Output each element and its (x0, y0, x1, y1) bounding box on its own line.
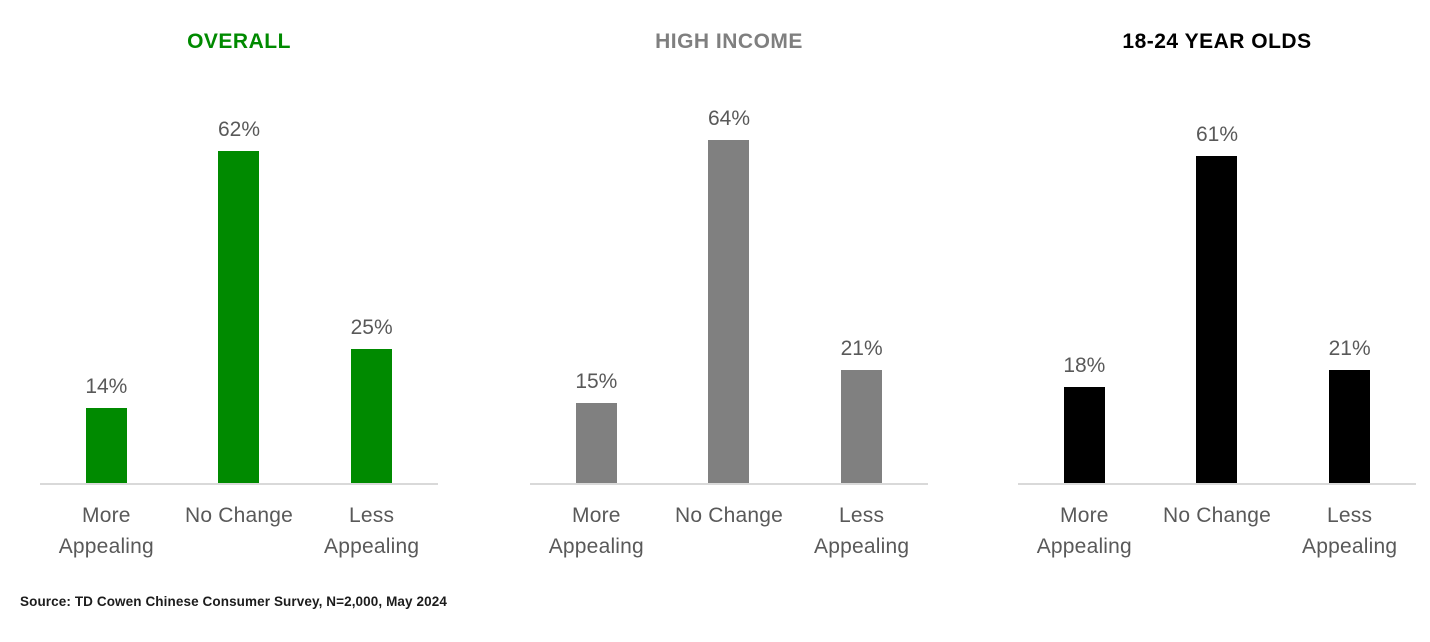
chart-title-overall: OVERALL (187, 30, 291, 53)
plot-area-high-income: 15% 64% 21% (530, 90, 928, 485)
chart-18-24-year-olds: 18-24 YEAR OLDS 18% 61% 21% More Appealing… (1018, 28, 1416, 562)
bar-column: 61% (1196, 123, 1238, 483)
bar-column: 62% (218, 118, 260, 483)
bar (708, 140, 750, 483)
bar-value-label: 14% (85, 375, 128, 398)
plot-area-overall: 14% 62% 25% (40, 90, 438, 485)
bar (351, 349, 393, 483)
bar (1329, 370, 1371, 483)
chart-overall: OVERALL 14% 62% 25% More Appealing No Chang… (40, 28, 438, 562)
x-axis-category-label: No Change (1162, 504, 1271, 527)
chart-high-income: HIGH INCOME 15% 64% 21% More Appealing No C… (530, 28, 928, 562)
bar-value-label: 18% (1063, 354, 1106, 377)
x-axis-labels-high-income: More Appealing No Change Less Appealing (530, 485, 928, 562)
x-axis-labels-overall: More Appealing No Change Less Appealing (40, 485, 438, 562)
bar-value-label: 61% (1195, 123, 1238, 146)
bar-value-label: 21% (1328, 337, 1371, 360)
bar-column: 15% (575, 370, 617, 483)
bar-value-label: 62% (217, 118, 260, 141)
bar-value-label: 25% (350, 316, 393, 339)
bar-column: 14% (85, 375, 127, 483)
bar-value-label: 21% (840, 337, 883, 360)
source-note: Source: TD Cowen Chinese Consumer Survey… (20, 594, 447, 609)
bar (85, 408, 127, 483)
bar (575, 403, 617, 483)
bar-column: 21% (1329, 337, 1371, 483)
bar (1196, 156, 1238, 483)
x-axis-category-label: Less Appealing (1302, 504, 1398, 558)
plot-area-18-24-year-olds: 18% 61% 21% (1018, 90, 1416, 485)
chart-title-high-income: HIGH INCOME (655, 30, 803, 53)
x-axis-labels-18-24-year-olds: More Appealing No Change Less Appealing (1018, 485, 1416, 562)
x-axis-category-label: More Appealing (1036, 504, 1132, 558)
bar-column: 21% (841, 337, 883, 483)
bar-column: 18% (1063, 354, 1105, 483)
x-axis-category-label: No Change (184, 504, 293, 527)
x-axis-category-label: More Appealing (548, 504, 644, 558)
bar-column: 64% (708, 107, 750, 483)
x-axis-category-label: Less Appealing (814, 504, 910, 558)
bar-value-label: 64% (707, 107, 750, 130)
x-axis-category-label: More Appealing (58, 504, 154, 558)
bar-value-label: 15% (575, 370, 618, 393)
bar-column: 25% (351, 316, 393, 483)
x-axis-category-label: No Change (674, 504, 783, 527)
bar (1063, 387, 1105, 483)
bar (841, 370, 883, 483)
bar (218, 151, 260, 483)
x-axis-category-label: Less Appealing (324, 504, 420, 558)
chart-title-18-24-year-olds: 18-24 YEAR OLDS (1122, 30, 1312, 53)
